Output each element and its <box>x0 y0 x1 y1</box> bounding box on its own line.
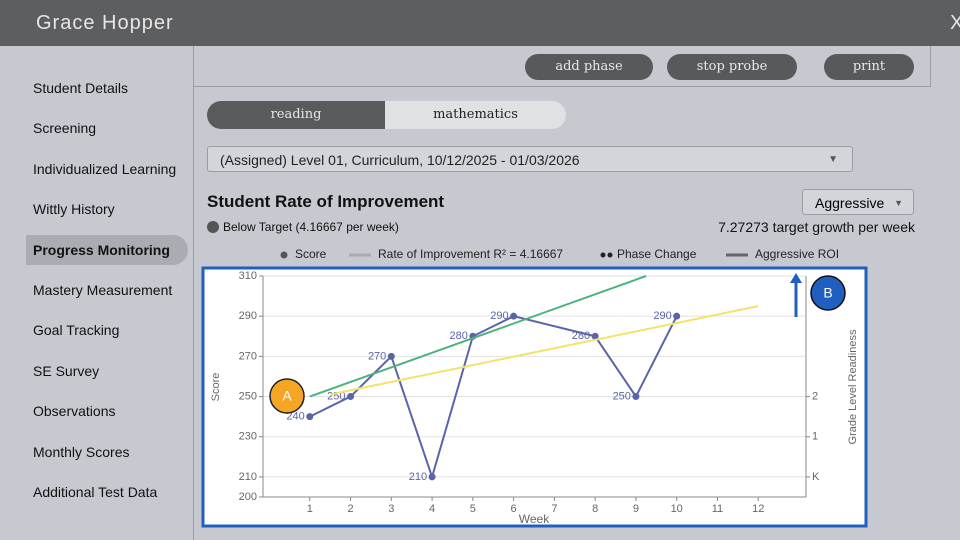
y-tick-label: 230 <box>239 431 257 443</box>
x-tick-label: 12 <box>752 503 764 515</box>
status-dot <box>207 221 219 233</box>
nav-item[interactable]: Monthly Scores <box>33 443 130 460</box>
score-point <box>510 312 518 320</box>
x-tick-label: 6 <box>511 503 517 515</box>
toolbar-button[interactable]: add phase <box>525 54 653 80</box>
annotation-marker <box>810 275 846 311</box>
dropdown-arrow: ▼ <box>894 198 903 208</box>
nav-item[interactable]: Student Details <box>33 80 128 96</box>
nav-item[interactable]: Goal Tracking <box>33 322 120 339</box>
x-tick-label: 10 <box>671 503 683 515</box>
app-title: Grace Hopper <box>36 12 174 34</box>
toolbar-button[interactable]: stop probe <box>667 54 797 80</box>
section-title: Student Rate of Improvement <box>207 192 445 211</box>
y-tick-label: 210 <box>239 471 257 483</box>
assignment-dropdown[interactable]: (Assigned) Level 01, Curriculum, 10/12/2… <box>207 146 853 172</box>
annotation-label: B <box>823 285 832 301</box>
annotation-marker <box>269 378 305 414</box>
score-point <box>428 473 436 481</box>
x-axis-label: Week <box>519 512 550 526</box>
y2-tick-label: 1 <box>812 431 818 443</box>
score-point <box>469 332 477 340</box>
y2-tick-label: 2 <box>812 390 818 402</box>
score-point <box>306 413 314 421</box>
data-label: 210 <box>409 471 427 483</box>
chart-frame <box>201 266 868 528</box>
score-point <box>387 352 395 360</box>
y-tick-label: 270 <box>239 350 257 362</box>
x-tick-label: 2 <box>347 503 353 515</box>
toolbar-button[interactable]: print <box>824 54 914 80</box>
y-tick-label: 200 <box>239 491 257 503</box>
series-line <box>309 315 678 481</box>
x-tick-label: 1 <box>307 503 313 515</box>
data-label: 290 <box>490 310 508 322</box>
legend-label: Phase Change <box>617 247 697 261</box>
annotation-arrowhead <box>790 273 802 283</box>
legend-swatch <box>280 251 288 259</box>
tab[interactable]: reading <box>207 101 385 129</box>
score-point <box>347 393 355 401</box>
nav-item[interactable]: Screening <box>33 120 97 137</box>
series-line <box>329 305 759 396</box>
series-line <box>309 275 647 398</box>
toolbar: add phase stop probe print <box>194 46 931 87</box>
y-tick-label: 250 <box>239 390 257 402</box>
dropdown-arrow: ▼ <box>828 154 838 165</box>
score-point <box>673 312 681 320</box>
y-axis-label: Score <box>210 373 222 402</box>
x-tick-label: 5 <box>470 503 476 515</box>
legend-swatch <box>600 252 606 258</box>
nav-item[interactable]: Individualized Learning <box>33 160 177 177</box>
roi-mode: Aggressive <box>815 195 885 211</box>
close-button[interactable]: X <box>950 12 960 34</box>
header: Grace Hopper X <box>0 0 960 46</box>
y-tick-label: 310 <box>239 270 257 282</box>
x-tick-label: 11 <box>712 503 723 515</box>
assignment-label: (Assigned) Level 01, Curriculum, 10/12/2… <box>220 152 580 168</box>
legend-label: Aggressive ROI <box>755 247 839 261</box>
nav-item[interactable]: Observations <box>33 403 116 420</box>
x-tick-label: 4 <box>429 503 435 515</box>
score-point <box>632 393 640 401</box>
y-tick-label: 290 <box>239 310 257 322</box>
score-point <box>591 332 599 340</box>
tab[interactable]: mathematics <box>385 101 566 129</box>
legend-label: Rate of Improvement R² = 4.16667 <box>378 247 563 261</box>
nav-item[interactable]: Additional Test Data <box>33 484 158 500</box>
nav-item[interactable]: Wittly History <box>33 201 115 218</box>
annotation-label: A <box>282 388 292 404</box>
legend-label: Score <box>295 247 327 261</box>
x-tick-label: 9 <box>633 503 639 515</box>
x-tick-label: 8 <box>592 503 598 515</box>
y2-axis-label: Grade Level Readiness <box>847 329 859 444</box>
data-label: 250 <box>327 390 345 402</box>
data-label: 280 <box>449 330 467 342</box>
legend-swatch <box>607 252 613 258</box>
nav-item[interactable]: SE Survey <box>33 362 100 379</box>
x-tick-label: 7 <box>551 503 557 515</box>
sidebar: Student Details Screening Individualized L… <box>0 46 194 540</box>
data-label: 280 <box>572 330 590 342</box>
status: Below Target (4.16667 per week) <box>207 220 399 234</box>
nav-item[interactable]: Mastery Measurement <box>33 282 173 298</box>
data-label: 270 <box>368 350 386 362</box>
target-growth: 7.27273 target growth per week <box>718 219 915 235</box>
data-label: 250 <box>613 390 631 402</box>
nav-item[interactable]: Progress Monitoring <box>26 234 188 265</box>
data-label: 240 <box>286 411 304 423</box>
y2-tick-label: K <box>812 471 820 483</box>
x-tick-label: 3 <box>388 503 394 515</box>
roi-dropdown[interactable]: Aggressive ▼ <box>802 189 914 215</box>
status-text: Below Target (4.16667 per week) <box>223 220 399 234</box>
data-label: 290 <box>653 310 671 322</box>
